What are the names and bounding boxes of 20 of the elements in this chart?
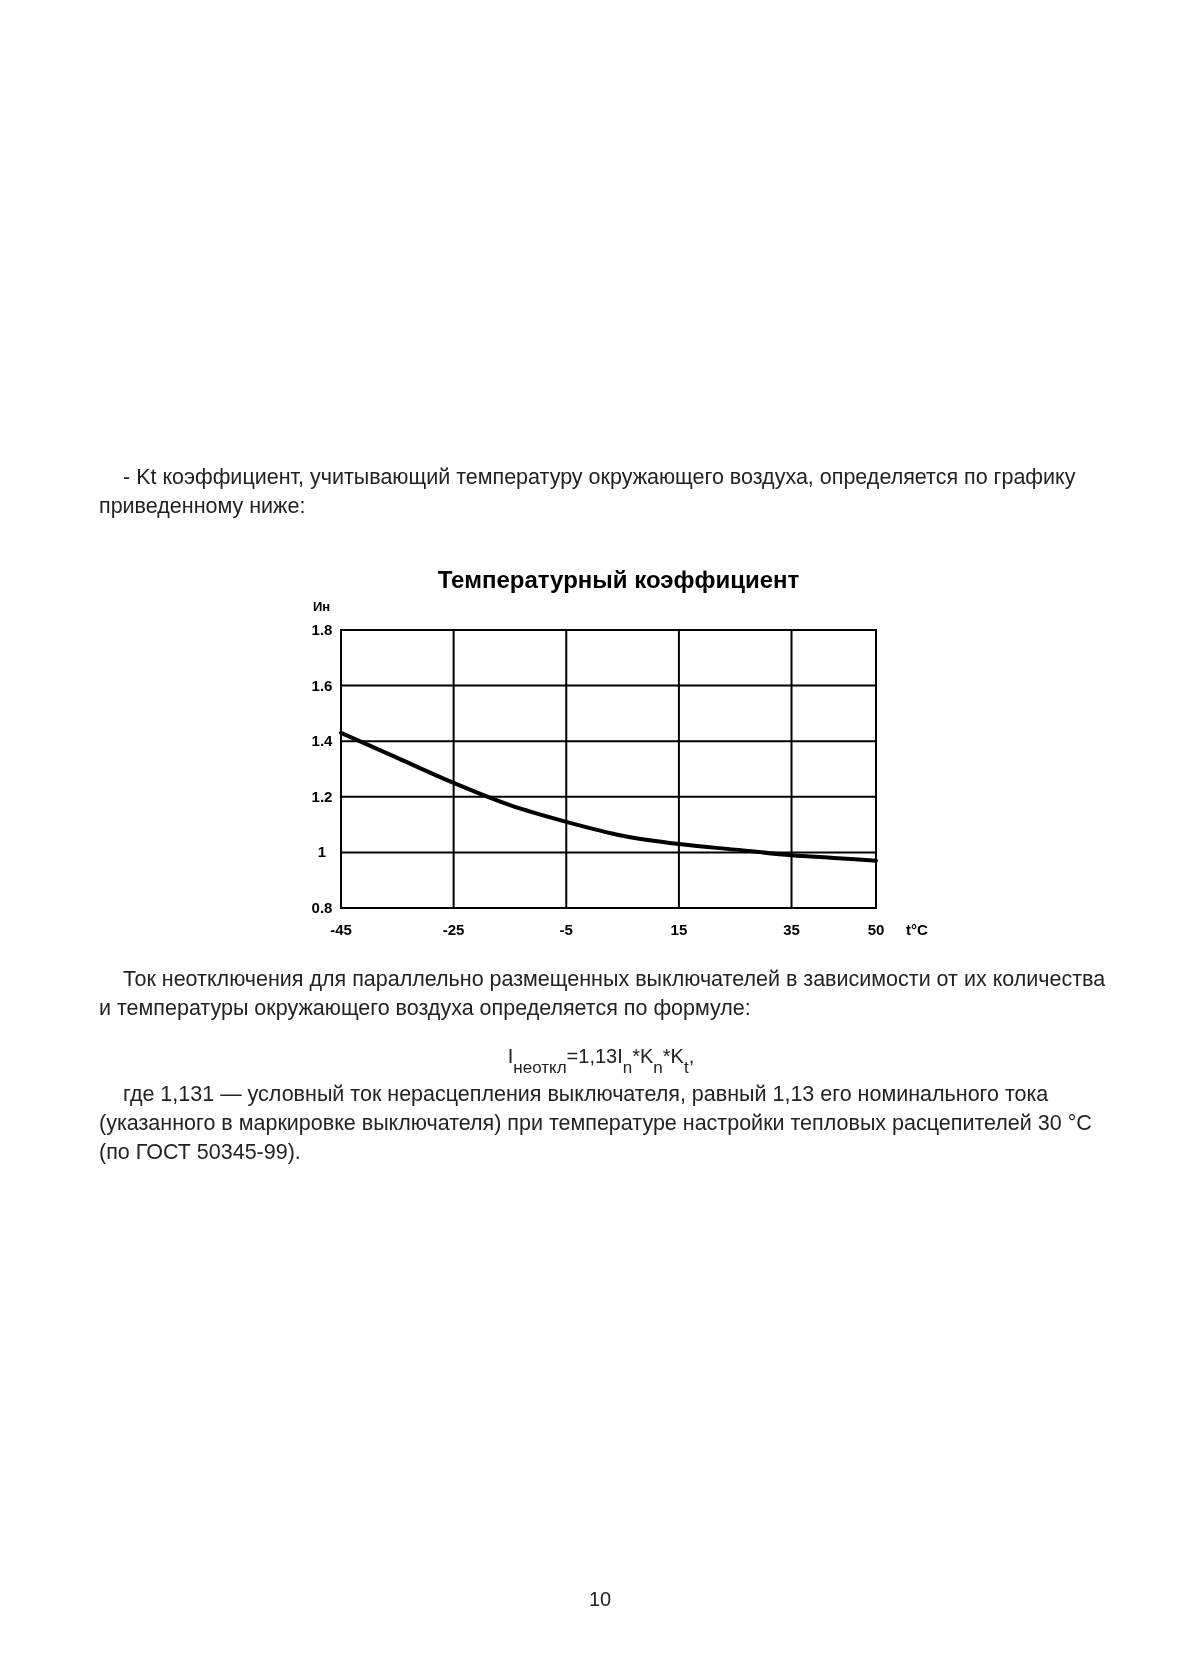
x-tick-label: 50 [867,921,885,938]
x-tick-label: 35 [783,921,800,938]
y-axis-title: Ин [313,599,331,614]
y-tick-label: 1.2 [311,787,333,805]
y-tick-label: 1.6 [311,676,333,694]
text: где 1,131 — условный ток нерасцепления выключателя, равный 1,13 его номинального тока (указанного в маркировке выключателя) при температуре настройки тепловых расцепителей 30 °C (по ГОСТ 50345-99). [99,1082,1092,1164]
text: 10 [588,1588,612,1610]
text: Ток неотключения для параллельно размещенных выключателей в зависимости от их количества и температуры окружающего воздуха определяется по формуле: [99,967,1106,1020]
chart-title: Температурный коэффициент [437,566,800,593]
x-axis-title: t°C [906,921,928,938]
x-tick-label: -25 [442,921,465,938]
text: - Kt коэффициент, учитывающий температуру окружающего воздуха, определяется по графику приведенному ниже: [99,465,1076,518]
y-tick-label: 1.4 [311,732,334,750]
x-tick-label: 15 [670,921,688,938]
x-tick-label: -5 [559,921,573,938]
x-tick-label: -45 [330,921,352,938]
y-tick-label: 1.8 [311,621,333,638]
y-tick-label: 1 [317,843,327,861]
text: I$_{неоткл}$=1,13I$_{n}$*K$_{n}$*K$_{t}$, [507,1045,695,1077]
y-tick-label: 0.8 [311,899,333,916]
